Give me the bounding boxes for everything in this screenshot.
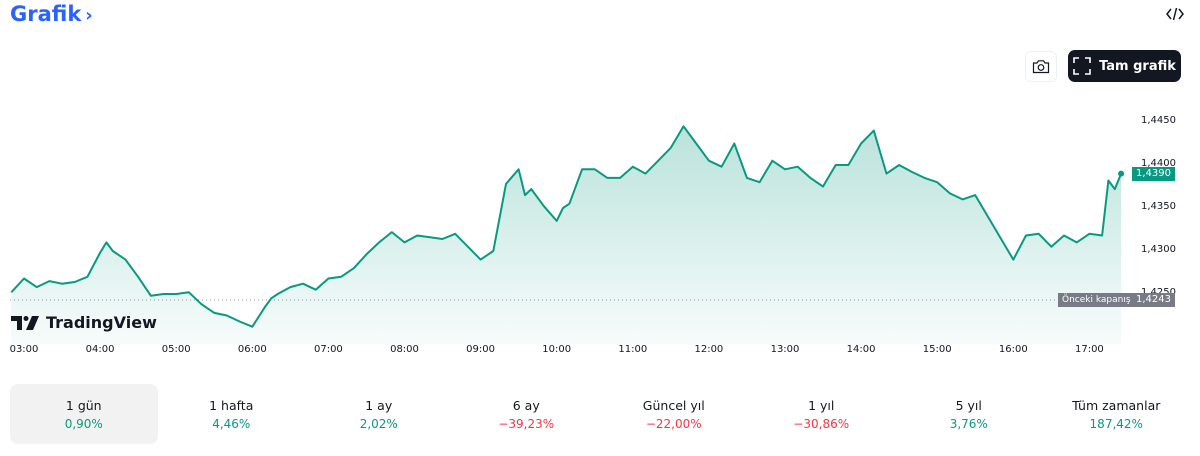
period-label: 1 hafta	[209, 397, 254, 413]
period-label: 1 gün	[65, 397, 102, 413]
y-tick-label: 1,4400	[1141, 158, 1176, 169]
period-tab-0[interactable]: 1 gün 0,90%	[10, 384, 158, 444]
period-tab-7[interactable]: Tüm zamanlar 187,42%	[1043, 384, 1191, 444]
code-icon	[1166, 7, 1184, 21]
previous-close-label: Önceki kapanış	[1058, 293, 1135, 308]
price-area	[11, 126, 1122, 345]
x-tick-label: 15:00	[922, 344, 952, 355]
period-tab-3[interactable]: 6 ay −39,23%	[453, 384, 601, 444]
period-change: 3,76%	[949, 416, 988, 431]
period-label: 5 yıl	[955, 397, 982, 413]
x-tick-label: 06:00	[237, 344, 267, 355]
x-tick-label: 10:00	[542, 344, 572, 355]
tradingview-logo-text: TradingView	[46, 313, 157, 332]
x-axis: 03:00 04:00 05:00 06:00 07:00 08:00 09:00 10:00…	[0, 344, 1200, 358]
price-line	[10, 125, 1123, 328]
x-tick-label: 07:00	[313, 344, 343, 355]
x-tick-label: 17:00	[1074, 344, 1104, 355]
x-tick-label: 04:00	[85, 344, 115, 355]
period-change: −39,23%	[498, 416, 555, 431]
full-chart-label: Tam grafik	[1099, 58, 1176, 74]
period-selector: 1 gün 0,90% 1 hafta 4,46% 1 ay 2,02% 6 ay −39,2…	[10, 384, 1190, 444]
period-change: −22,00%	[645, 416, 702, 431]
last-price-dot	[1118, 170, 1125, 177]
fullscreen-icon	[1073, 57, 1091, 75]
x-tick-label: 12:00	[694, 344, 724, 355]
period-change: 2,02%	[359, 416, 398, 431]
tradingview-logo-icon	[11, 315, 39, 330]
period-label: Güncel yıl	[642, 397, 705, 413]
page-title: Grafik	[10, 2, 82, 26]
tradingview-logo[interactable]: TradingView	[11, 313, 157, 332]
chart-title-link[interactable]: Grafik ›	[10, 2, 93, 26]
period-tab-6[interactable]: 5 yıl 3,76%	[895, 384, 1043, 444]
period-label: 1 yıl	[808, 397, 835, 413]
x-tick-label: 05:00	[161, 344, 191, 355]
previous-close-value: 1,4243	[1132, 293, 1175, 308]
x-tick-label: 03:00	[9, 344, 39, 355]
camera-icon	[1032, 60, 1050, 74]
y-tick-label: 1,4250	[1141, 287, 1176, 298]
period-tab-5[interactable]: 1 yıl −30,86%	[748, 384, 896, 444]
snapshot-button[interactable]	[1025, 51, 1057, 82]
current-price-badge: 1,4390	[1132, 166, 1175, 181]
y-tick-label: 1,4450	[1141, 115, 1176, 126]
x-tick-label: 14:00	[846, 344, 876, 355]
period-label: 1 ay	[365, 397, 393, 413]
y-tick-label: 1,4300	[1141, 244, 1176, 255]
period-label: Tüm zamanlar	[1072, 397, 1161, 413]
x-tick-label: 09:00	[466, 344, 496, 355]
period-change: −30,86%	[793, 416, 850, 431]
chevron-right-icon: ›	[85, 4, 93, 26]
x-tick-label: 13:00	[770, 344, 800, 355]
x-tick-label: 11:00	[618, 344, 648, 355]
y-tick-label: 1,4350	[1141, 201, 1176, 212]
period-label: 6 ay	[512, 397, 540, 413]
period-tab-2[interactable]: 1 ay 2,02%	[305, 384, 453, 444]
price-chart[interactable]: 1,4450 1,4400 1,4350 1,4300 1,4250 1,4390 Ön…	[0, 95, 1200, 345]
price-area-plot	[10, 125, 1130, 345]
period-change: 187,42%	[1089, 416, 1143, 431]
embed-code-button[interactable]	[1164, 5, 1186, 23]
period-change: 4,46%	[212, 416, 251, 431]
period-tab-4[interactable]: Güncel yıl −22,00%	[600, 384, 748, 444]
full-chart-button[interactable]: Tam grafik	[1068, 50, 1181, 82]
x-tick-label: 08:00	[390, 344, 419, 355]
period-tab-1[interactable]: 1 hafta 4,46%	[158, 384, 306, 444]
period-change: 0,90%	[64, 416, 103, 431]
x-tick-label: 16:00	[998, 344, 1028, 355]
